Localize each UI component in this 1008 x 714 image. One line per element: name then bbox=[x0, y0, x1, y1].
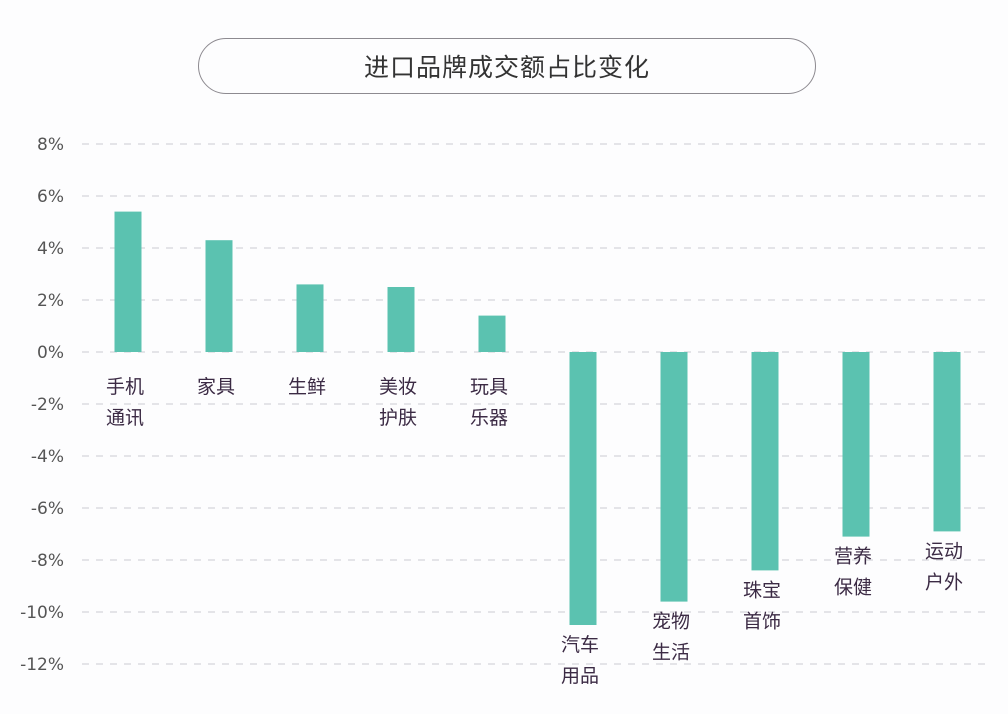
category-label: 护肤 bbox=[379, 407, 417, 429]
chart-title-text: 进口品牌成交额占比变化 bbox=[363, 53, 650, 82]
category-label: 乐器 bbox=[470, 407, 508, 429]
bar bbox=[387, 287, 415, 352]
category-label: 宠物 bbox=[652, 611, 690, 633]
category-label: 首饰 bbox=[743, 610, 781, 632]
y-tick-label: -8% bbox=[31, 551, 64, 571]
y-tick-label: 8% bbox=[37, 135, 64, 155]
category-label: 户外 bbox=[925, 571, 963, 593]
chart-title: 进口品牌成交额占比变化 bbox=[198, 38, 816, 94]
category-label: 用品 bbox=[561, 665, 599, 687]
category-label: 通讯 bbox=[106, 407, 144, 429]
bar bbox=[933, 352, 961, 532]
bar bbox=[296, 284, 324, 352]
bar bbox=[205, 240, 233, 352]
category-label: 运动 bbox=[925, 540, 963, 562]
category-label: 汽车 bbox=[561, 634, 599, 656]
bar bbox=[842, 352, 870, 537]
bar bbox=[478, 315, 506, 352]
y-tick-label: 4% bbox=[37, 239, 64, 259]
y-tick-label: -2% bbox=[31, 395, 64, 415]
y-tick-label: 2% bbox=[37, 291, 64, 311]
bar bbox=[751, 352, 779, 571]
category-label: 生活 bbox=[652, 642, 690, 664]
category-label: 玩具 bbox=[470, 376, 508, 398]
category-label: 手机 bbox=[106, 376, 144, 398]
bar bbox=[660, 352, 688, 602]
y-tick-label: -6% bbox=[31, 499, 64, 519]
category-label: 美妆 bbox=[379, 376, 417, 398]
bar bbox=[114, 211, 142, 352]
category-label: 营养 bbox=[834, 546, 872, 568]
category-label: 珠宝 bbox=[743, 579, 781, 601]
category-label: 家具 bbox=[197, 376, 235, 398]
y-tick-label: 6% bbox=[37, 187, 64, 207]
bar bbox=[569, 352, 597, 625]
category-label: 生鲜 bbox=[288, 376, 326, 398]
y-tick-label: -12% bbox=[20, 655, 64, 675]
y-tick-label: -10% bbox=[20, 603, 64, 623]
y-tick-label: -4% bbox=[31, 447, 64, 467]
category-label: 保健 bbox=[834, 577, 872, 599]
y-tick-label: 0% bbox=[37, 343, 64, 363]
